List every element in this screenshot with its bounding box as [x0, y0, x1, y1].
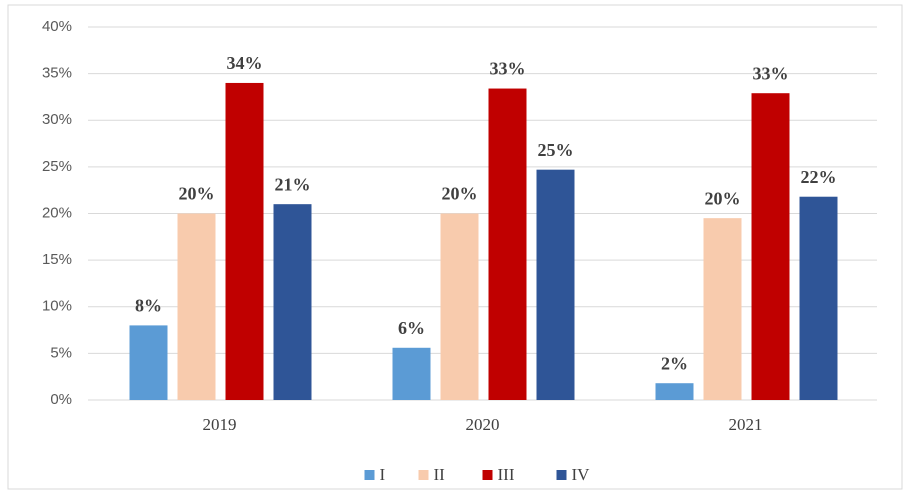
legend-label: III [498, 465, 515, 484]
data-label: 20% [179, 184, 215, 204]
legend-swatch [482, 470, 493, 480]
data-label: 25% [538, 140, 574, 160]
y-tick-label: 30% [42, 111, 72, 128]
data-label: 6% [398, 318, 425, 338]
bar [488, 88, 527, 401]
bar [273, 204, 312, 400]
y-tick-label: 5% [50, 344, 72, 361]
x-tick-label: 2019 [203, 415, 237, 434]
y-tick-label: 0% [50, 391, 72, 408]
bar [129, 325, 168, 400]
data-label: 22% [801, 167, 837, 187]
bar [655, 383, 694, 400]
legend-label: I [380, 465, 386, 484]
bar [703, 218, 742, 400]
y-tick-label: 20% [42, 204, 72, 221]
bar [536, 169, 575, 400]
data-label: 8% [135, 296, 162, 316]
legend-swatch [556, 470, 567, 480]
x-tick-label: 2020 [466, 415, 500, 434]
y-tick-label: 25% [42, 158, 72, 175]
y-tick-label: 40% [42, 18, 72, 35]
legend-label: II [434, 465, 446, 484]
data-label: 2% [661, 353, 688, 373]
legend-swatch [418, 470, 429, 480]
data-label: 34% [227, 53, 263, 73]
data-label: 20% [442, 184, 478, 204]
bar [392, 347, 431, 400]
bar [177, 213, 216, 400]
x-tick-label: 2021 [729, 415, 763, 434]
bar [799, 196, 838, 400]
data-label: 21% [275, 174, 311, 194]
bar [751, 93, 790, 401]
y-tick-label: 10% [42, 298, 72, 315]
legend-label: IV [572, 465, 591, 484]
bar [225, 82, 264, 400]
legend-swatch [364, 470, 375, 480]
bar [440, 213, 479, 400]
y-tick-label: 15% [42, 251, 72, 268]
data-label: 33% [490, 59, 526, 79]
data-label: 33% [753, 63, 789, 83]
y-tick-label: 35% [42, 65, 72, 82]
data-label: 20% [705, 188, 741, 208]
